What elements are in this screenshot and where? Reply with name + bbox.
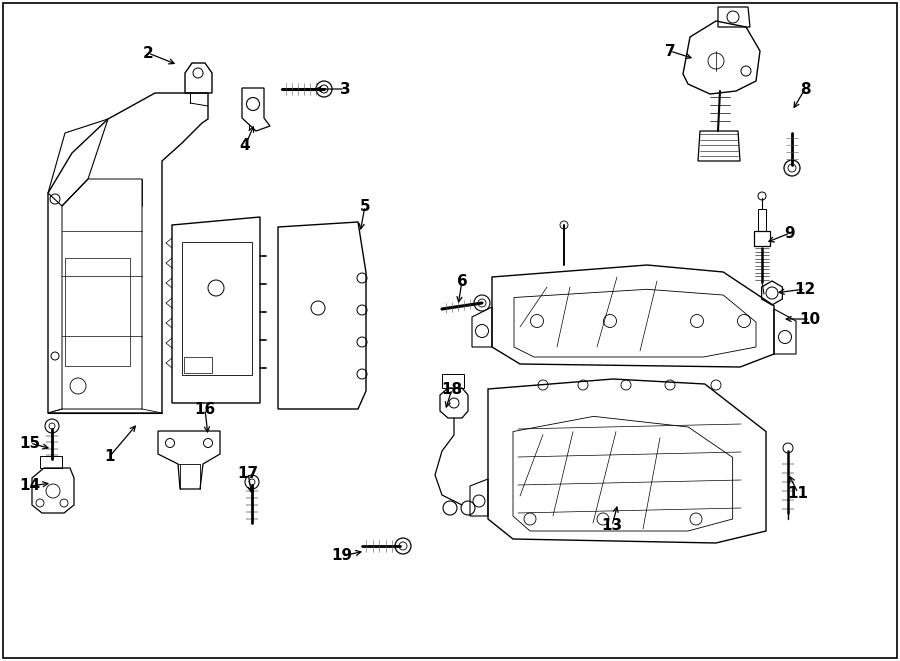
Text: 2: 2 [142,46,153,61]
Text: 19: 19 [331,549,353,563]
Text: 15: 15 [20,436,40,451]
Text: 3: 3 [339,81,350,97]
Text: 12: 12 [795,282,815,297]
Bar [758,209,766,231]
Text: 1: 1 [104,449,115,463]
Text: 7: 7 [665,44,675,59]
Bar [182,242,252,375]
Text: 9: 9 [785,225,796,241]
Text: 5: 5 [360,198,370,214]
Text: 18: 18 [441,381,463,397]
Bar [40,456,62,468]
Text: 16: 16 [194,401,216,416]
Text: 10: 10 [799,311,821,327]
Text: 17: 17 [238,465,258,481]
Text: 13: 13 [601,518,623,533]
Text: 14: 14 [20,479,40,494]
Text: 11: 11 [788,485,808,500]
Bar [754,231,770,246]
Text: 6: 6 [456,274,467,288]
Text: 8: 8 [800,81,810,97]
Bar [184,357,212,373]
Bar [442,374,464,388]
Text: 4: 4 [239,139,250,153]
Bar [65,258,130,366]
